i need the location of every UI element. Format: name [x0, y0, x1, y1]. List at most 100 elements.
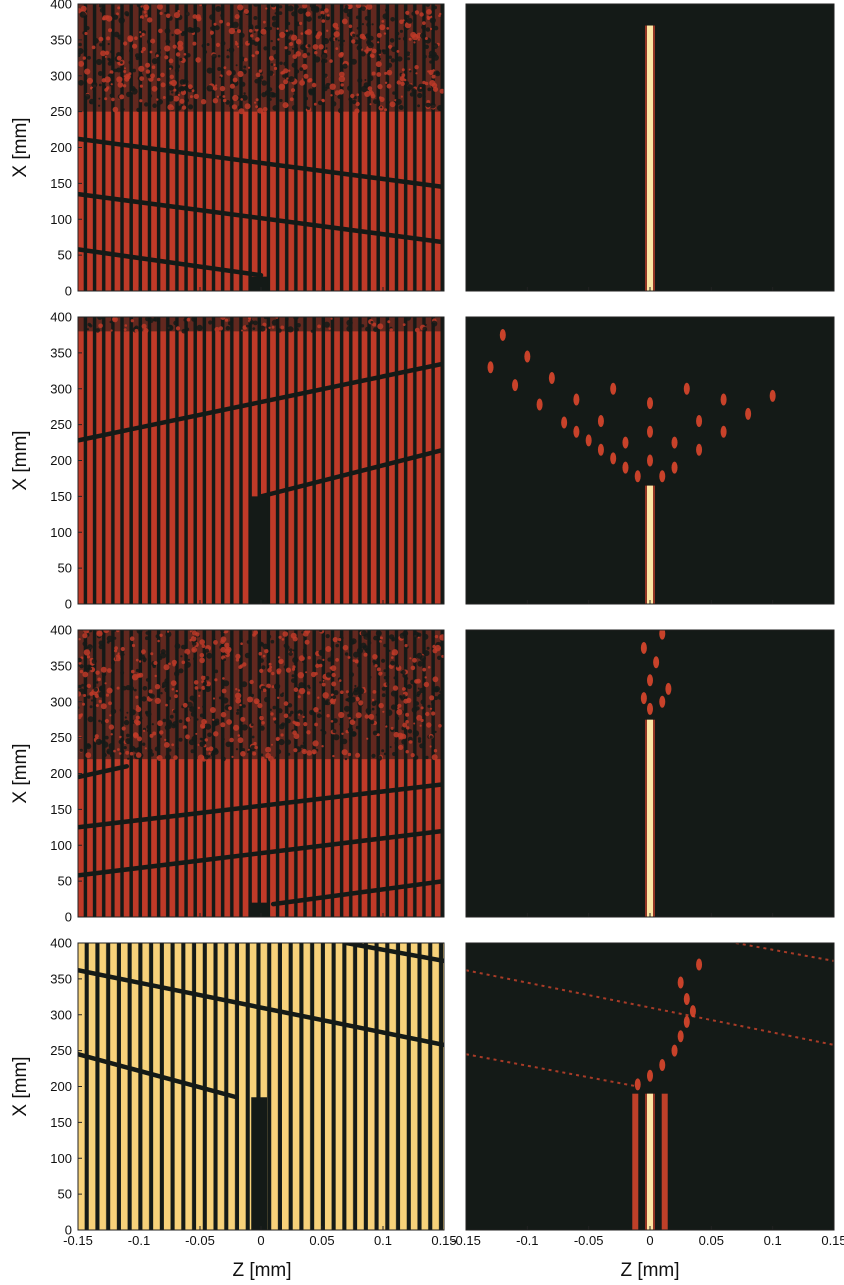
panel-r3-c1-noise-dot	[277, 696, 280, 699]
panel-r1-c1-noise-dot	[158, 28, 163, 34]
panel-r1-c1-noise-dot	[369, 103, 372, 106]
panel-r1-c1-noise-dot	[139, 18, 143, 21]
panel-r3-c1-noise-dot	[278, 739, 285, 746]
panel-r1-c1-noise-dot	[399, 19, 404, 25]
panel-r2-c1-noise-dot	[208, 320, 213, 325]
panel-r3-c1-noise-dot	[347, 752, 352, 757]
panel-r1-c1-noise-dot	[268, 70, 274, 76]
panel-r3-c1-noise-dot	[146, 729, 150, 733]
panel-r3-c1-noise-dot	[311, 749, 317, 755]
panel-r1-c1-noise-dot	[392, 91, 396, 95]
panel-r3-c1-noise-dot	[257, 703, 263, 709]
panel-r1-c1-noise-dot	[356, 27, 360, 30]
panel-r2-c1-noise-dot	[89, 324, 93, 328]
panel-r3-c1-noise-dot	[190, 635, 197, 642]
panel-r1-c1-noise-dot	[433, 25, 439, 31]
panel-r3-c1-noise-dot	[222, 697, 229, 704]
panel-r3-c1-noise-dot	[200, 675, 206, 681]
panel-r1-c1-noise-dot	[147, 17, 153, 23]
panel-r1-c1-noise-dot	[286, 21, 291, 26]
panel-r2-c1-ytick-label: 200	[50, 453, 72, 468]
panel-r3-c1-noise-dot	[98, 640, 104, 646]
panel-r3-c1-noise-dot	[437, 655, 442, 660]
panel-r1-c1-noise-dot	[291, 11, 297, 17]
panel-r3-c1-noise-dot	[319, 630, 323, 633]
panel-r3-c1-noise-dot	[106, 668, 112, 673]
panel-r1-c1-noise-dot	[174, 68, 180, 73]
panel-r3-c1-noise-dot	[241, 724, 248, 731]
panel-r3-c1-noise-dot	[209, 707, 216, 713]
panel-r1-c1-noise-dot	[189, 95, 193, 99]
panel-r1-c1-noise-dot	[124, 11, 130, 16]
panel-r3-c1-noise-dot	[266, 654, 270, 659]
panel-r3-c1-noise-dot	[168, 725, 172, 729]
panel-r1-c1-noise-dot	[406, 17, 413, 24]
panel-r2-c1-noise-dot	[360, 324, 365, 328]
panel-r3-c1-noise-dot	[290, 632, 297, 639]
panel-r1-c1-noise-dot	[334, 37, 338, 41]
panel-r1-c1-noise-dot	[295, 38, 302, 45]
panel-r2-c1-noise	[86, 317, 438, 334]
panel-r3-c1-noise-dot	[325, 672, 332, 678]
panel-r3-c1-noise-dot	[392, 685, 399, 691]
panel-r1-c1-noise-dot	[124, 76, 130, 82]
panel-r1-c1-noise-dot	[84, 31, 88, 36]
panel-r3-c1-noise-dot	[114, 646, 118, 650]
panel-r1-c1-noise-dot	[427, 87, 432, 92]
panel-r1-c1-noise-dot	[254, 78, 259, 84]
panel-r3-c1-noise-dot	[405, 712, 410, 717]
panel-r1-c1-noise-dot	[427, 70, 430, 73]
panel-r3-c1-noise-dot	[308, 686, 311, 689]
panel-r3-c1-noise-dot	[149, 693, 155, 699]
panel-r4-c2-spot-2	[647, 1069, 653, 1082]
panel-r3-c1-noise-dot	[267, 634, 272, 639]
panel-r1-c1-noise-dot	[124, 67, 126, 70]
panel-r3-c1-noise-dot	[302, 741, 306, 745]
panel-r1-c1-noise-dot	[131, 88, 138, 95]
panel-r3-c1-noise-dot	[247, 696, 253, 703]
panel-r1-c1-noise-dot	[423, 95, 426, 98]
panel-r1-c1-noise-dot	[333, 31, 340, 38]
panel-r3-c1-noise-dot	[376, 755, 383, 761]
panel-r3-c1-noise-dot	[270, 712, 274, 716]
panel-r3-c1-noise-dot	[129, 657, 133, 661]
panel-r1-c1-ytick-label: 50	[58, 248, 72, 263]
panel-r3-c1-noise-dot	[225, 741, 232, 748]
panel-r3-c1-noise-dot	[322, 730, 327, 735]
panel-r3-c1-noise-dot	[205, 681, 211, 687]
panel-r4-c1-dark-line-3	[344, 943, 444, 964]
panel-r3-c1-dark-line-2	[78, 782, 444, 830]
panel-r1-c1-noise-dot	[325, 47, 328, 50]
panel-r3-c1-noise-dot	[332, 729, 337, 734]
panel-r3-c1-noise-dot	[89, 691, 94, 696]
panel-r3-c1-noise-dot	[265, 752, 271, 759]
panel-r3-c1-noise-dot	[434, 644, 441, 652]
panel-r3-c1-noise-dot	[86, 743, 91, 748]
panel-r3-c1-noise-dot	[289, 648, 293, 652]
panel-r1-c1-noise-dot	[201, 4, 207, 8]
panel-r2-c1-noise-dot	[422, 326, 428, 332]
panel-r3-c1-noise-dot	[425, 711, 430, 717]
panel-r3-c1-noise-dot	[341, 749, 348, 756]
panel-r3-c1-noise-dot	[326, 714, 330, 718]
panel-r1-c1-noise-dot	[310, 6, 317, 12]
panel-r3-c1-noise-dot	[439, 635, 442, 638]
panel-r3-c1-noise-dot	[117, 748, 120, 751]
panel-r3-c1-noise-dot	[270, 639, 275, 644]
panel-r3-c1-noise-dot	[202, 673, 206, 676]
panel-r2-c1-noise-dot	[191, 317, 197, 322]
panel-r1-c1-noise-dot	[414, 10, 420, 15]
panel-r1-c1-noise-dot	[386, 83, 392, 89]
panel-r3-c1-noise-dot	[379, 640, 382, 643]
panel-r1-c1-noise-dot	[243, 65, 247, 69]
panel-r1-c1-noise-dot	[255, 105, 258, 109]
panel-r1-c1-noise-dot	[283, 79, 289, 85]
panel-r1-c1-noise-dot	[364, 90, 371, 97]
panel-r2-c1-noise-dot	[220, 317, 226, 320]
panel-r1-c1-noise-dot	[150, 38, 156, 44]
panel-r3-c1-noise-dot	[280, 733, 284, 737]
panel-r3-c1-noise-dot	[358, 700, 364, 706]
panel-r3-c1-noise-dot	[422, 741, 426, 744]
panel-r1-c1-noise-dot	[263, 20, 266, 24]
panel-r3-c1-noise-dot	[323, 700, 329, 706]
